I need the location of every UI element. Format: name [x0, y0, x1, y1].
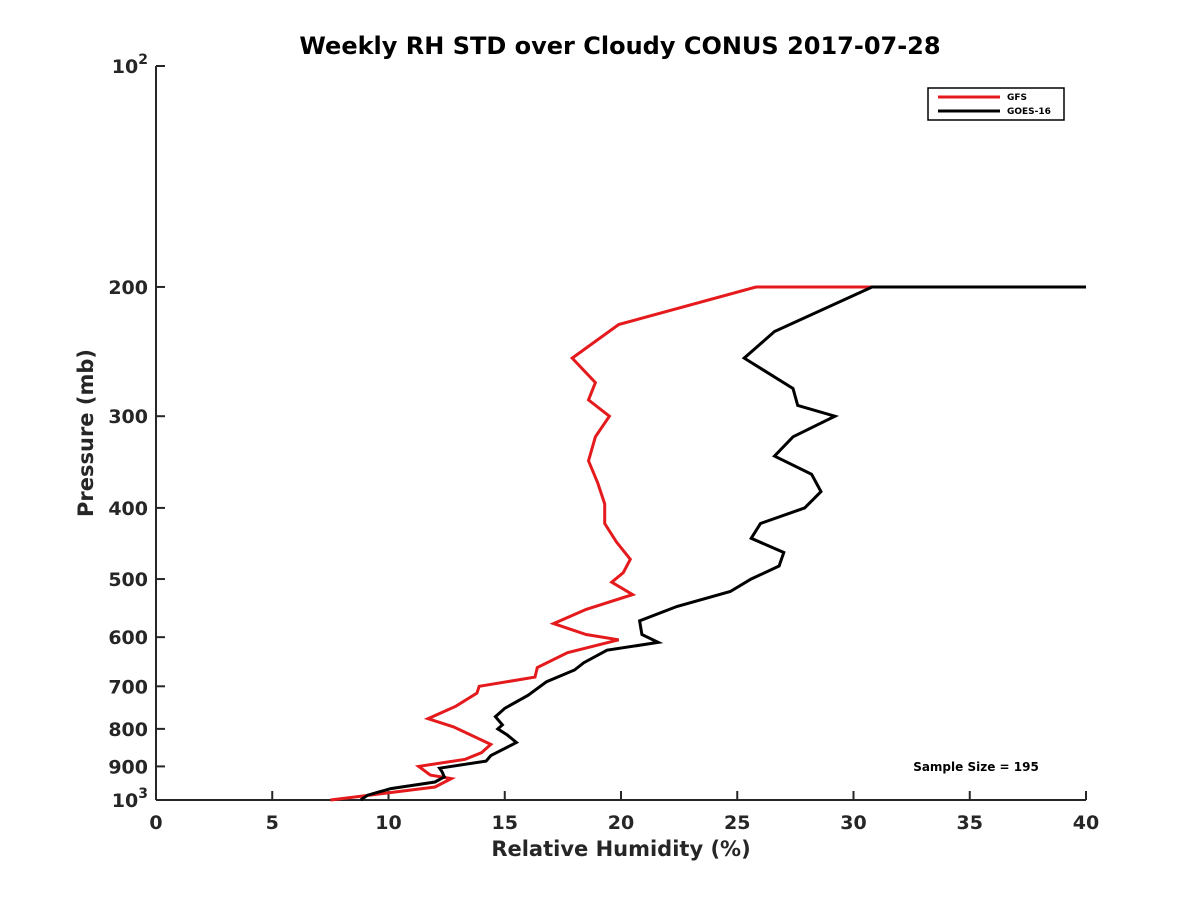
y-tick-label: 200 [108, 277, 148, 299]
x-tick-label: 15 [492, 812, 518, 834]
y-tick-label: 800 [108, 719, 148, 741]
x-tick-label: 25 [724, 812, 750, 834]
sample-size-annotation: Sample Size = 195 [913, 760, 1039, 774]
y-tick-label: 400 [108, 498, 148, 520]
legend: GFS GOES-16 [927, 87, 1065, 121]
x-tick-label: 30 [840, 812, 866, 834]
x-tick-label: 40 [1073, 812, 1099, 834]
y-ticks: 102 200 300 400 500 600 700 800 900 103 [108, 52, 165, 812]
plot-area: 0 5 10 15 20 25 30 35 40 102 200 300 400 500 600 700 80… [108, 52, 1099, 834]
chart-title: Weekly RH STD over Cloudy CONUS 2017-07-… [299, 32, 940, 60]
y-tick-label: 103 [112, 786, 148, 812]
y-tick-label: 900 [108, 756, 148, 778]
legend-label-goes-16: GOES-16 [1007, 107, 1051, 117]
legend-items: GFS GOES-16 [938, 93, 1051, 117]
y-tick-label: 500 [108, 569, 148, 591]
y-tick-label: 700 [108, 676, 148, 698]
series-lines [330, 285, 1086, 802]
y-axis-label: Pressure (mb) [74, 349, 98, 517]
x-tick-label: 20 [608, 812, 634, 834]
legend-label-gfs: GFS [1007, 93, 1027, 103]
x-tick-label: 5 [266, 812, 279, 834]
y-tick-label: 300 [108, 406, 148, 428]
y-tick-label: 600 [108, 627, 148, 649]
x-ticks: 0 5 10 15 20 25 30 35 40 [149, 791, 1099, 834]
x-axis-label: Relative Humidity (%) [491, 837, 750, 861]
x-tick-label: 10 [375, 812, 401, 834]
series-line-goes-16 [359, 285, 1086, 802]
series-line-gfs [330, 285, 1086, 802]
y-tick-label: 102 [112, 52, 148, 78]
legend-box [927, 87, 1065, 121]
x-tick-label: 0 [149, 812, 162, 834]
x-tick-label: 35 [957, 812, 983, 834]
